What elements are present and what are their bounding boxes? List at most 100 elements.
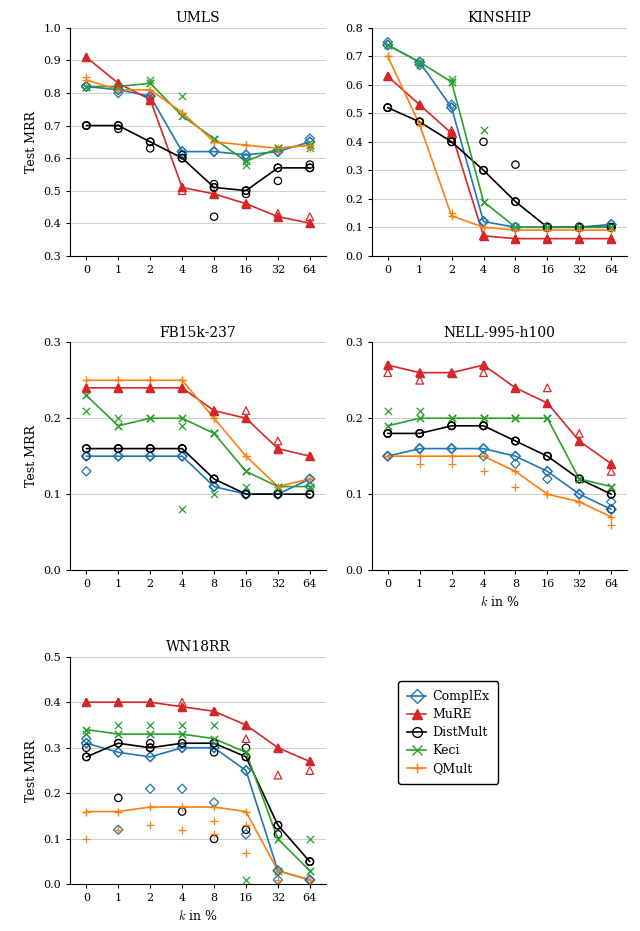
- Point: [510, 434, 520, 449]
- Point: [305, 141, 315, 155]
- Point: [447, 101, 457, 115]
- Point: [542, 411, 552, 425]
- Point: [209, 134, 219, 149]
- Point: [479, 214, 489, 229]
- Point: [383, 449, 393, 464]
- Point: [479, 418, 489, 433]
- Point: [606, 220, 616, 235]
- Point: [305, 471, 315, 486]
- Point: [81, 49, 92, 64]
- Point: [479, 163, 489, 178]
- Point: [447, 365, 457, 380]
- Point: [574, 220, 584, 235]
- Point: [574, 223, 584, 237]
- Point: [383, 37, 393, 52]
- Point: [177, 144, 188, 159]
- Point: [479, 228, 489, 243]
- Point: [383, 37, 393, 52]
- Point: [145, 727, 156, 742]
- Point: [510, 220, 520, 235]
- Point: [81, 740, 92, 755]
- Point: [241, 745, 251, 760]
- Point: [542, 487, 552, 502]
- Point: [241, 763, 251, 778]
- Point: [241, 147, 251, 162]
- Point: [241, 196, 251, 211]
- Point: [209, 735, 219, 750]
- Point: [113, 449, 124, 464]
- Point: [177, 147, 188, 162]
- Point: [574, 494, 584, 509]
- Point: [113, 118, 124, 133]
- X-axis label: $k$ in %: $k$ in %: [178, 909, 218, 923]
- Point: [145, 82, 156, 97]
- Point: [415, 115, 425, 129]
- Point: [383, 418, 393, 433]
- Point: [177, 800, 188, 815]
- Point: [81, 731, 92, 746]
- Point: [241, 718, 251, 733]
- Point: [542, 449, 552, 464]
- Point: [81, 381, 92, 396]
- Point: [305, 160, 315, 175]
- Point: [383, 403, 393, 418]
- Point: [177, 804, 188, 819]
- Point: [479, 228, 489, 243]
- Point: [510, 434, 520, 449]
- Point: [113, 718, 124, 733]
- Point: [273, 831, 283, 846]
- Point: [606, 220, 616, 235]
- Point: [241, 749, 251, 764]
- Point: [273, 817, 283, 832]
- Point: [81, 749, 92, 764]
- Point: [542, 223, 552, 237]
- Point: [81, 441, 92, 456]
- Point: [209, 471, 219, 486]
- Point: [479, 449, 489, 464]
- Point: [177, 144, 188, 159]
- Point: [606, 502, 616, 517]
- Point: [241, 464, 251, 479]
- Point: [113, 804, 124, 819]
- Point: [447, 456, 457, 471]
- Point: [177, 381, 188, 396]
- Point: [81, 403, 92, 418]
- Point: [479, 441, 489, 456]
- Point: [113, 75, 124, 90]
- Point: [415, 411, 425, 425]
- Point: [606, 464, 616, 479]
- Point: [145, 449, 156, 464]
- Point: [479, 214, 489, 229]
- Point: [479, 163, 489, 178]
- Point: [447, 418, 457, 433]
- Point: [209, 704, 219, 719]
- Y-axis label: Test MRR: Test MRR: [25, 425, 38, 487]
- Point: [273, 817, 283, 832]
- Point: [447, 134, 457, 149]
- Point: [113, 449, 124, 464]
- Point: [209, 487, 219, 502]
- Point: [273, 487, 283, 502]
- Point: [145, 411, 156, 425]
- Point: [606, 223, 616, 237]
- Point: [305, 863, 315, 878]
- Point: [415, 117, 425, 132]
- Point: [145, 134, 156, 149]
- Point: [81, 49, 92, 64]
- Point: [415, 98, 425, 113]
- Point: [113, 790, 124, 805]
- Point: [177, 740, 188, 755]
- Point: [305, 471, 315, 486]
- Point: [81, 381, 92, 396]
- Point: [209, 144, 219, 159]
- Point: [606, 479, 616, 494]
- Point: [113, 735, 124, 750]
- Point: [113, 418, 124, 433]
- Point: [241, 718, 251, 733]
- Point: [81, 804, 92, 819]
- Point: [113, 118, 124, 133]
- Point: [241, 804, 251, 819]
- Point: [241, 411, 251, 425]
- Point: [479, 411, 489, 425]
- Point: [81, 695, 92, 709]
